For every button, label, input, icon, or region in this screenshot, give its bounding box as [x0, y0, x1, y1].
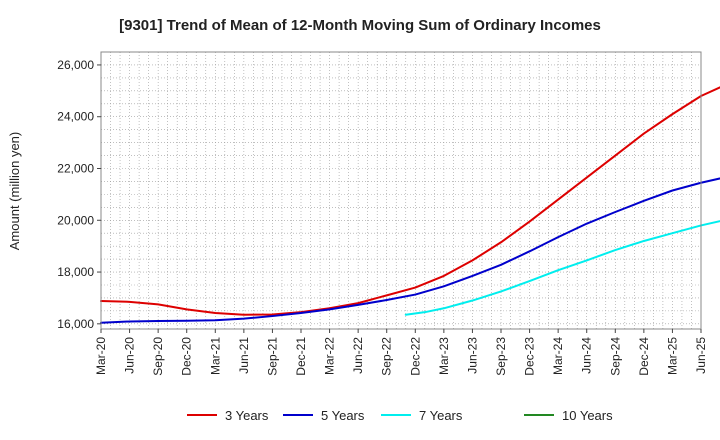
grid: [101, 51, 701, 329]
series-line-3-years: [100, 86, 720, 316]
x-tick-label: Dec-22: [408, 337, 422, 376]
x-tick-label: Jun-20: [123, 337, 137, 374]
x-tick-label: Mar-25: [665, 337, 679, 375]
x-tick-label: Mar-24: [551, 337, 565, 375]
x-tick-label: Sep-21: [265, 337, 279, 376]
x-tick-label: Sep-23: [494, 337, 508, 376]
y-tick-label: 24,000: [57, 110, 94, 124]
series-line-5-years: [100, 177, 720, 324]
legend-label: 7 Years: [419, 408, 463, 423]
chart-title: [9301] Trend of Mean of 12-Month Moving …: [119, 17, 601, 34]
x-tick-label: Jun-25: [694, 337, 708, 374]
y-tick-label: 16,000: [57, 317, 94, 331]
series-layer: [100, 86, 720, 324]
x-tick-label: Jun-24: [580, 337, 594, 374]
x-axis-ticks: Mar-20 Jun-20 Sep-20 Dec-20 Mar-21 Jun-21 Sep-…: [94, 329, 708, 376]
y-tick-label: 18,000: [57, 265, 94, 279]
x-tick-label: Mar-21: [208, 337, 222, 375]
y-tick-label: 26,000: [57, 58, 94, 72]
x-tick-label: Sep-22: [380, 337, 394, 376]
y-tick-label: 20,000: [57, 213, 94, 227]
x-tick-label: Dec-20: [180, 337, 194, 376]
x-tick-label: Mar-23: [437, 337, 451, 375]
plot-frame: [100, 51, 702, 330]
plot-area: [101, 52, 701, 329]
x-tick-label: Mar-20: [94, 337, 108, 375]
legend-label: 3 Years: [225, 408, 269, 423]
series-line-7-years: [404, 220, 720, 316]
legend-label: 10 Years: [562, 408, 613, 423]
y-axis-label: Amount (million yen): [7, 132, 22, 251]
legend-label: 5 Years: [321, 408, 365, 423]
legend: 3 Years 5 Years 7 Years 10 Years: [187, 408, 613, 423]
x-tick-label: Sep-24: [608, 337, 622, 376]
x-tick-label: Dec-21: [294, 337, 308, 376]
y-tick-label: 22,000: [57, 161, 94, 175]
x-tick-label: Dec-24: [637, 337, 651, 376]
x-tick-label: Jun-23: [465, 337, 479, 374]
x-tick-label: Sep-20: [151, 337, 165, 376]
x-tick-label: Mar-22: [323, 337, 337, 375]
x-tick-label: Jun-22: [351, 337, 365, 374]
x-tick-label: Dec-23: [523, 337, 537, 376]
x-tick-label: Jun-21: [237, 337, 251, 374]
y-axis-ticks: 16,000 18,000 20,000 22,000 24,000 26,000: [57, 58, 101, 331]
